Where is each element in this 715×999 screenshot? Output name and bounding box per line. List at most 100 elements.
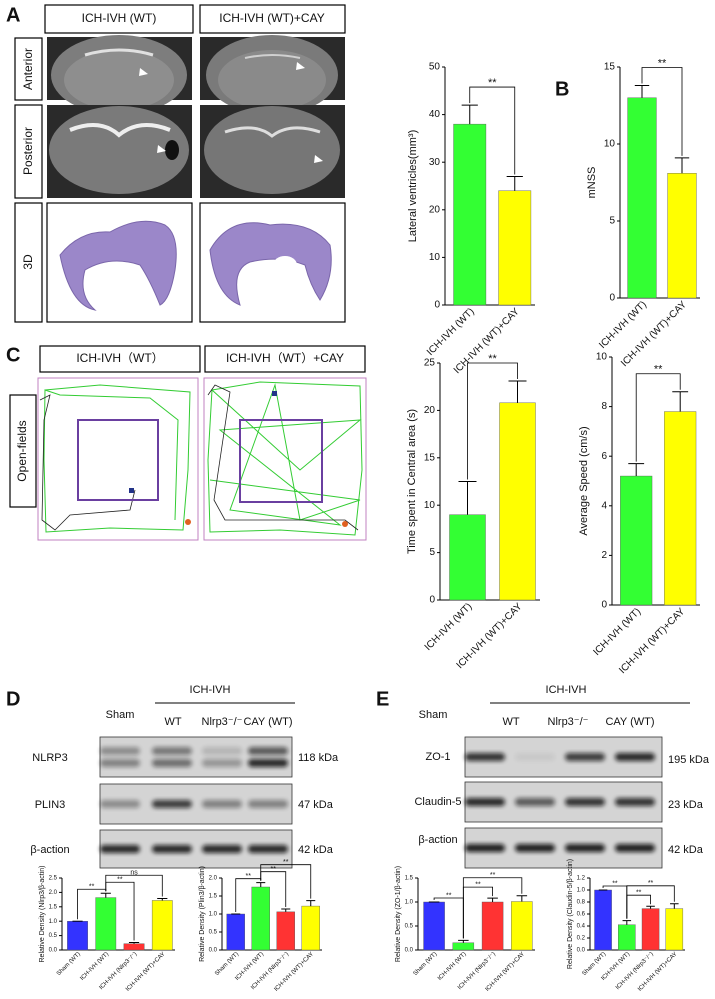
significance-label: **: [488, 353, 497, 365]
y-tick-label: 0.0: [49, 948, 58, 954]
size-label: 47 kDa: [298, 799, 334, 811]
bar: [301, 905, 320, 951]
significance-label: **: [648, 880, 654, 887]
blot-band: [202, 759, 242, 767]
error-bar: [487, 897, 498, 902]
y-axis-title: Relative Density (Plin3/β-actin): [199, 866, 206, 962]
lane-label: CAY (WT): [243, 716, 292, 728]
significance-label: ns: [130, 870, 138, 877]
y-axis-title: Time spent in Central area (s): [406, 409, 418, 554]
error-bar: [100, 892, 111, 898]
significance-label: **: [446, 892, 452, 899]
bar: [452, 942, 475, 951]
y-axis-title: Relative Density (ZO-1/β-actin): [395, 866, 402, 962]
bar: [226, 913, 245, 951]
error-bar: [516, 895, 528, 902]
blot-band: [615, 798, 655, 806]
blot-band: [202, 845, 242, 853]
y-tick-label: 0.5: [405, 924, 414, 930]
y-tick-label: 0.6: [577, 912, 586, 918]
y-tick-label: 2: [601, 550, 607, 561]
x-tick-label: ICH-IVH (WT): [437, 951, 468, 982]
x-tick-label: Sham (WT): [214, 951, 240, 977]
significance-bracket: [626, 885, 675, 919]
significance-label: **: [612, 880, 618, 887]
error-bar: [674, 157, 690, 174]
blot-band: [248, 759, 288, 767]
bar: [665, 908, 684, 951]
panel-label: E: [376, 688, 389, 710]
y-tick-label: 0: [601, 600, 607, 611]
y-tick-label: 2.5: [49, 876, 58, 882]
row-label: Anterior: [21, 48, 35, 90]
y-tick-label: 0: [429, 595, 435, 606]
blot-band: [152, 747, 192, 755]
bar: [449, 514, 486, 601]
protein-label: β-action: [30, 844, 69, 856]
y-tick-label: 10: [429, 252, 441, 263]
blot-band: [465, 753, 505, 761]
bar: [511, 901, 533, 951]
significance-bracket: [469, 86, 516, 175]
bar: [618, 924, 636, 951]
header-box: [199, 4, 346, 34]
y-tick-label: 0.0: [577, 948, 586, 954]
error-bar: [508, 380, 527, 403]
y-tick-label: 0.2: [577, 936, 586, 942]
bar: [498, 190, 532, 306]
bar: [453, 123, 487, 306]
blot-band: [152, 759, 192, 767]
bar: [594, 889, 612, 951]
significance-label: **: [246, 873, 252, 880]
bar: [627, 97, 657, 299]
size-label: 42 kDa: [668, 844, 704, 856]
y-tick-label: 1.0: [209, 912, 218, 918]
blot-band: [100, 759, 140, 767]
size-label: 118 kDa: [298, 752, 339, 764]
panel-label: D: [6, 688, 20, 710]
x-tick-label: Sham (WT): [56, 951, 82, 977]
y-tick-label: 0.5: [49, 933, 58, 939]
bar: [641, 908, 660, 951]
blot-band: [565, 798, 605, 806]
row-label: 3D: [21, 254, 35, 270]
row-box: [14, 37, 43, 101]
error-bar: [256, 882, 266, 887]
y-tick-label: 4: [601, 500, 607, 511]
y-tick-label: 8: [601, 401, 607, 412]
bar: [123, 943, 145, 951]
y-tick-label: 15: [424, 452, 436, 463]
y-tick-label: 5: [429, 547, 435, 558]
group-label: ICH-IVH: [190, 684, 231, 696]
y-tick-label: 1.0: [405, 900, 414, 906]
y-tick-label: 20: [424, 405, 436, 416]
protein-label: β-action: [418, 834, 457, 846]
y-tick-label: 1.0: [577, 888, 586, 894]
protein-label: NLRP3: [32, 752, 67, 764]
error-bar: [628, 463, 645, 477]
blot-band: [152, 800, 192, 808]
y-tick-label: 15: [604, 62, 616, 73]
bar: [67, 921, 88, 951]
significance-bracket: [260, 864, 312, 899]
column-header: ICH-IVH (WT)+CAY: [219, 11, 324, 25]
significance-label: **: [89, 884, 95, 891]
blot-band: [248, 800, 288, 808]
blot-band: [202, 800, 242, 808]
significance-label: **: [658, 57, 667, 69]
y-tick-label: 5: [609, 216, 615, 227]
size-label: 195 kDa: [668, 754, 710, 766]
error-bar: [128, 942, 140, 944]
bar: [664, 411, 697, 606]
column-header: ICH-IVH（WT）+CAY: [226, 351, 344, 365]
x-tick-label: ICH-IVH (WT): [423, 601, 475, 653]
significance-bracket: [641, 67, 683, 156]
error-bar: [281, 908, 291, 912]
header-box: [204, 345, 366, 373]
y-axis-title: Average Speed (cm/s): [578, 426, 590, 535]
y-tick-label: 2.0: [209, 876, 218, 882]
y-tick-label: 2.0: [49, 890, 58, 896]
lane-label: WT: [502, 716, 519, 728]
y-tick-label: 30: [429, 157, 441, 168]
lane-label: Nlrp3⁻/⁻: [202, 716, 243, 728]
